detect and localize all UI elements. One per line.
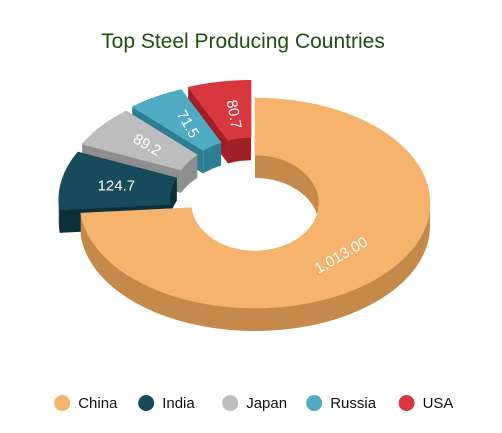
- slice-china: [80, 97, 431, 332]
- legend-swatch: [398, 395, 415, 411]
- legend-swatch: [222, 395, 239, 411]
- slice-top-japan: [81, 110, 198, 171]
- donut-slices: [58, 80, 431, 332]
- legend-swatch: [138, 395, 155, 411]
- slice-top-russia: [131, 89, 222, 151]
- legend-item-russia[interactable]: Russia: [306, 395, 377, 412]
- slice-outer-side: [80, 203, 430, 332]
- legend-item-india[interactable]: India: [138, 395, 195, 412]
- legend-swatch: [306, 395, 323, 411]
- legend-item-japan[interactable]: Japan: [222, 395, 287, 412]
- slice-inner-side: [228, 137, 252, 164]
- legend-swatch: [54, 395, 71, 411]
- legend-label: India: [162, 395, 195, 412]
- legend-label: Japan: [246, 395, 287, 412]
- chart-title: Top Steel Producing Countries: [101, 30, 385, 53]
- slice-label-india: 124.7: [98, 177, 136, 194]
- legend-label: Russia: [330, 395, 377, 412]
- legend-item-usa[interactable]: USA: [398, 395, 454, 412]
- slice-top-india: [58, 151, 178, 211]
- slice-top-china: [80, 97, 431, 309]
- slice-inner-side: [255, 155, 319, 226]
- legend-label: USA: [423, 395, 454, 412]
- slice-outer-side: [58, 199, 60, 233]
- legend: China India Japan Russia USA: [54, 395, 453, 412]
- legend-label: China: [78, 395, 118, 412]
- slice-top-usa: [187, 80, 252, 141]
- slice-label-usa: 80.7: [223, 98, 245, 130]
- legend-item-china[interactable]: China: [54, 395, 118, 412]
